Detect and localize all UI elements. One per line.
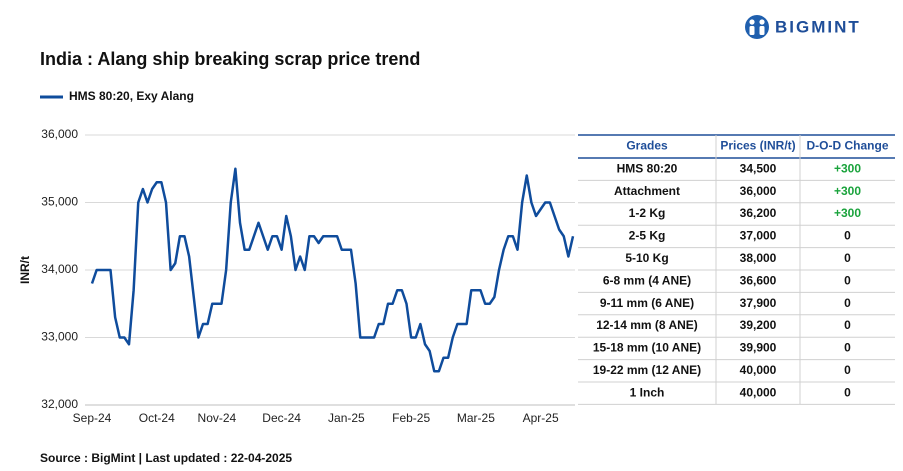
table-cell: 36,000 bbox=[740, 184, 777, 198]
table-cell: +300 bbox=[834, 184, 861, 198]
table-cell: 37,000 bbox=[740, 229, 777, 243]
table-cell: 36,600 bbox=[740, 273, 777, 287]
source-note: Source : BigMint | Last updated : 22-04-… bbox=[40, 451, 292, 465]
table-cell: +300 bbox=[834, 161, 861, 175]
logo-icon bbox=[745, 15, 769, 39]
y-tick-label: 35,000 bbox=[41, 195, 78, 209]
y-tick-label: 32,000 bbox=[41, 397, 78, 411]
table-cell: 39,200 bbox=[740, 318, 777, 332]
table-cell: 2-5 Kg bbox=[629, 229, 666, 243]
table-cell: 38,000 bbox=[740, 251, 777, 265]
x-tick-label: Mar-25 bbox=[457, 411, 495, 425]
y-tick-label: 34,000 bbox=[41, 262, 78, 276]
table-header: Prices (INR/t) bbox=[720, 139, 795, 153]
logo: BIGMINT bbox=[745, 15, 861, 39]
table-cell: 12-14 mm (8 ANE) bbox=[596, 318, 698, 332]
table-cell: 0 bbox=[844, 251, 851, 265]
table-cell: 0 bbox=[844, 296, 851, 310]
table-cell: 0 bbox=[844, 385, 851, 399]
table-cell: 39,900 bbox=[740, 341, 777, 355]
table-cell: 0 bbox=[844, 318, 851, 332]
table-cell: 40,000 bbox=[740, 363, 777, 377]
table-cell: 0 bbox=[844, 363, 851, 377]
x-tick-label: Sep-24 bbox=[73, 411, 112, 425]
y-axis-label: INR/t bbox=[18, 256, 32, 284]
table-cell: +300 bbox=[834, 206, 861, 220]
table-header: Grades bbox=[626, 139, 668, 153]
chart-title: India : Alang ship breaking scrap price … bbox=[40, 49, 420, 69]
data-line bbox=[90, 167, 575, 373]
table-cell: 40,000 bbox=[740, 385, 777, 399]
x-tick-label: Apr-25 bbox=[523, 411, 559, 425]
table-cell: 1-2 Kg bbox=[629, 206, 666, 220]
table-cell: 0 bbox=[844, 273, 851, 287]
x-tick-label: Nov-24 bbox=[198, 411, 237, 425]
table-cell: 9-11 mm (6 ANE) bbox=[600, 296, 694, 310]
y-tick-label: 33,000 bbox=[41, 330, 78, 344]
y-tick-label: 36,000 bbox=[41, 127, 78, 141]
x-tick-label: Feb-25 bbox=[392, 411, 430, 425]
x-tick-label: Jan-25 bbox=[328, 411, 365, 425]
logo-text: BIGMINT bbox=[775, 17, 861, 36]
table-cell: Attachment bbox=[614, 184, 680, 198]
table-cell: 36,200 bbox=[740, 206, 777, 220]
table-cell: 0 bbox=[844, 341, 851, 355]
table-cell: 0 bbox=[844, 229, 851, 243]
table-cell: 1 Inch bbox=[630, 385, 665, 399]
legend-label: HMS 80:20, Exy Alang bbox=[69, 89, 194, 103]
table-header: D-O-D Change bbox=[807, 139, 889, 153]
table-cell: 34,500 bbox=[740, 161, 777, 175]
x-tick-label: Oct-24 bbox=[139, 411, 175, 425]
table-cell: 5-10 Kg bbox=[625, 251, 668, 265]
table-cell: 15-18 mm (10 ANE) bbox=[593, 341, 701, 355]
x-tick-label: Dec-24 bbox=[262, 411, 301, 425]
table-cell: 37,900 bbox=[740, 296, 777, 310]
table-cell: HMS 80:20 bbox=[617, 161, 678, 175]
table-cell: 6-8 mm (4 ANE) bbox=[603, 273, 691, 287]
table-cell: 19-22 mm (12 ANE) bbox=[593, 363, 701, 377]
